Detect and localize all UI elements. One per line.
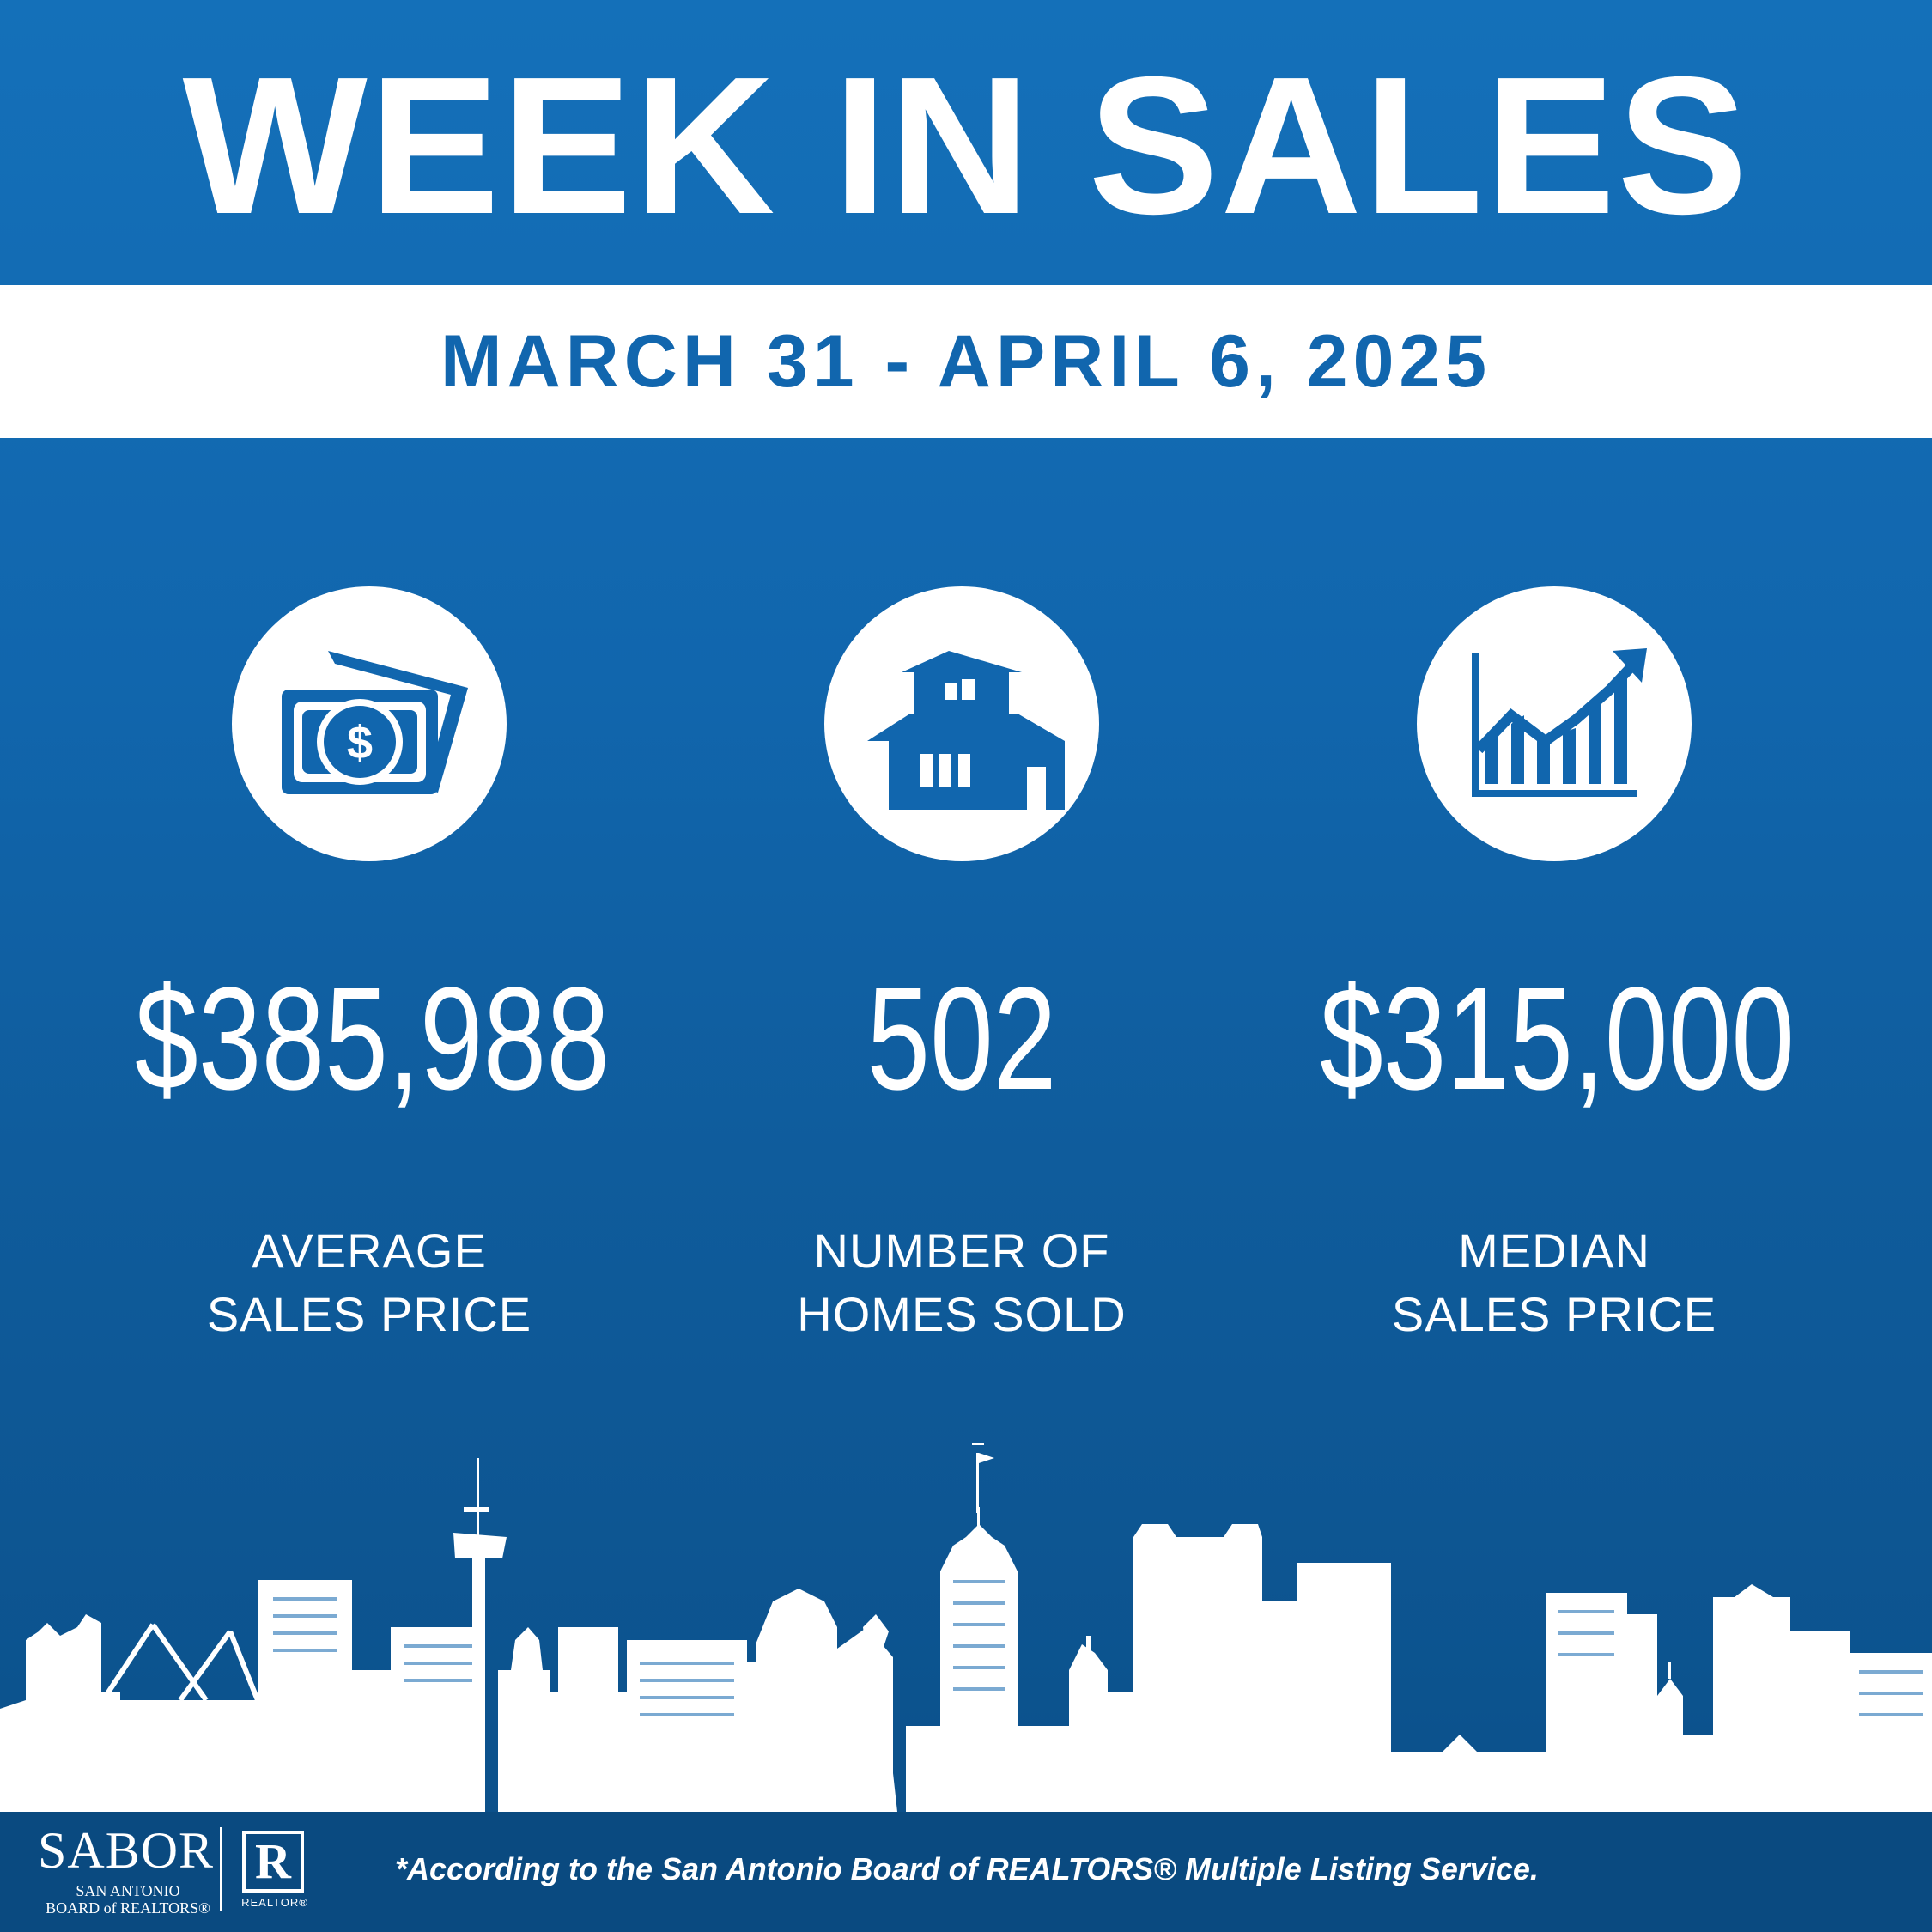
icon-circle [824,586,1099,861]
label-line-1: AVERAGE [252,1224,487,1278]
icon-circle: $ [232,586,507,861]
realtor-logo: R [242,1831,304,1893]
homes-sold-label: NUMBER OF HOMES SOLD [661,1219,1262,1346]
disclaimer: *According to the San Antonio Board of R… [395,1851,1539,1886]
sabor-logo-subtitle: SAN ANTONIO BOARD of REALTORS® [38,1882,218,1917]
average-sales-price-label: AVERAGE SALES PRICE [69,1219,670,1346]
growth-chart-icon [1472,648,1647,797]
median-sales-price-label: MEDIAN SALES PRICE [1254,1219,1855,1346]
sabor-logo: SABOR [38,1822,215,1879]
label-line-2: SALES PRICE [206,1287,532,1341]
logo-divider [220,1827,222,1911]
svg-text:$: $ [347,717,373,769]
footer-bar [0,1812,1932,1932]
date-range: MARCH 31 - APRIL 6, 2025 [440,320,1492,403]
median-sales-price-value: $315,000 [1320,957,1795,1121]
realtor-logo-label: REALTOR® [241,1896,308,1909]
label-line-2: HOMES SOLD [797,1287,1127,1341]
city-skyline-illustration [0,1443,1932,1812]
label-line-1: MEDIAN [1458,1224,1650,1278]
page-title: WEEK IN SALES [182,37,1750,255]
label-line-1: NUMBER OF [813,1224,1110,1278]
sabor-sub-line-1: SAN ANTONIO [76,1882,180,1899]
average-sales-price-value: $385,988 [135,957,611,1121]
icon-circle [1417,586,1692,861]
label-line-2: SALES PRICE [1391,1287,1717,1341]
money-icon: $ [282,651,468,794]
date-banner: MARCH 31 - APRIL 6, 2025 [0,285,1932,438]
homes-sold-value: 502 [866,957,1057,1121]
stat-average-sales-price: $ $385,988 AVERAGE SALES PRICE [69,0,670,1460]
sabor-sub-line-2: BOARD of REALTORS® [46,1899,210,1917]
stat-homes-sold: 502 NUMBER OF HOMES SOLD [661,0,1262,1460]
house-icon [867,651,1065,810]
stat-median-sales-price: $315,000 MEDIAN SALES PRICE [1254,0,1855,1460]
